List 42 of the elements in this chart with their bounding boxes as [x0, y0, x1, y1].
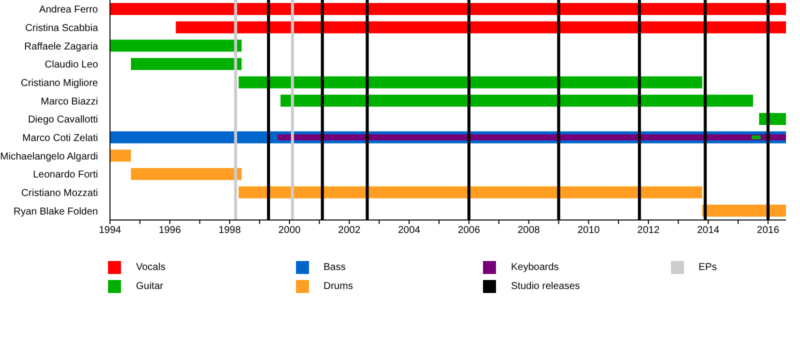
y-tick-label: Ryan Blake Folden [14, 206, 98, 218]
y-tick-label: Diego Cavallotti [28, 114, 98, 126]
bar [238, 76, 702, 88]
y-tick-label: Marco Biazzi [40, 96, 98, 108]
legend-label: EPs [698, 262, 717, 273]
legend-label: Drums [324, 281, 353, 292]
bar [110, 3, 786, 15]
x-tick-label: 2010 [577, 225, 600, 236]
x-tick-label: 2000 [278, 225, 302, 236]
bar [278, 134, 786, 140]
x-tick-label: 2012 [637, 225, 660, 236]
legend-label: Vocals [136, 262, 166, 273]
x-tick-label: 2008 [518, 225, 540, 236]
y-tick-label: Michaelangelo Algardi [0, 151, 98, 162]
x-tick-label: 2014 [697, 225, 720, 236]
bar [238, 186, 702, 198]
bar [176, 21, 786, 34]
y-tick-label: Cristina Scabbia [25, 23, 98, 34]
x-tick-label: 2004 [398, 225, 421, 236]
bar [702, 204, 786, 217]
x-tick-label: 2006 [458, 225, 480, 236]
y-tick-label: Andrea Ferro [39, 4, 98, 16]
bar [110, 40, 242, 52]
bar [110, 150, 131, 162]
x-tick-label: 2016 [756, 225, 780, 236]
y-tick-label: Cristiano Mozzati [21, 188, 98, 199]
x-tick-label: 1996 [158, 225, 182, 236]
y-tick-label: Marco Coti Zelati [22, 133, 98, 144]
y-tick-label: Cristiano Migliore [20, 78, 98, 89]
x-tick-label: 1994 [98, 225, 122, 236]
legend-label: Keyboards [511, 262, 559, 273]
y-tick-label: Raffaele Zagaria [24, 41, 98, 52]
y-tick-label: Claudio Leo [44, 60, 98, 71]
legend-label: Studio releases [511, 281, 580, 292]
bar [130, 168, 242, 180]
x-tick-label: 2002 [338, 225, 361, 236]
bar [130, 58, 242, 70]
bar [280, 94, 754, 107]
legend-label: Bass [324, 262, 346, 273]
legend-label: Guitar [136, 281, 164, 292]
x-tick-label: 1998 [218, 225, 242, 236]
y-tick-label: Leonardo Forti [32, 170, 98, 181]
